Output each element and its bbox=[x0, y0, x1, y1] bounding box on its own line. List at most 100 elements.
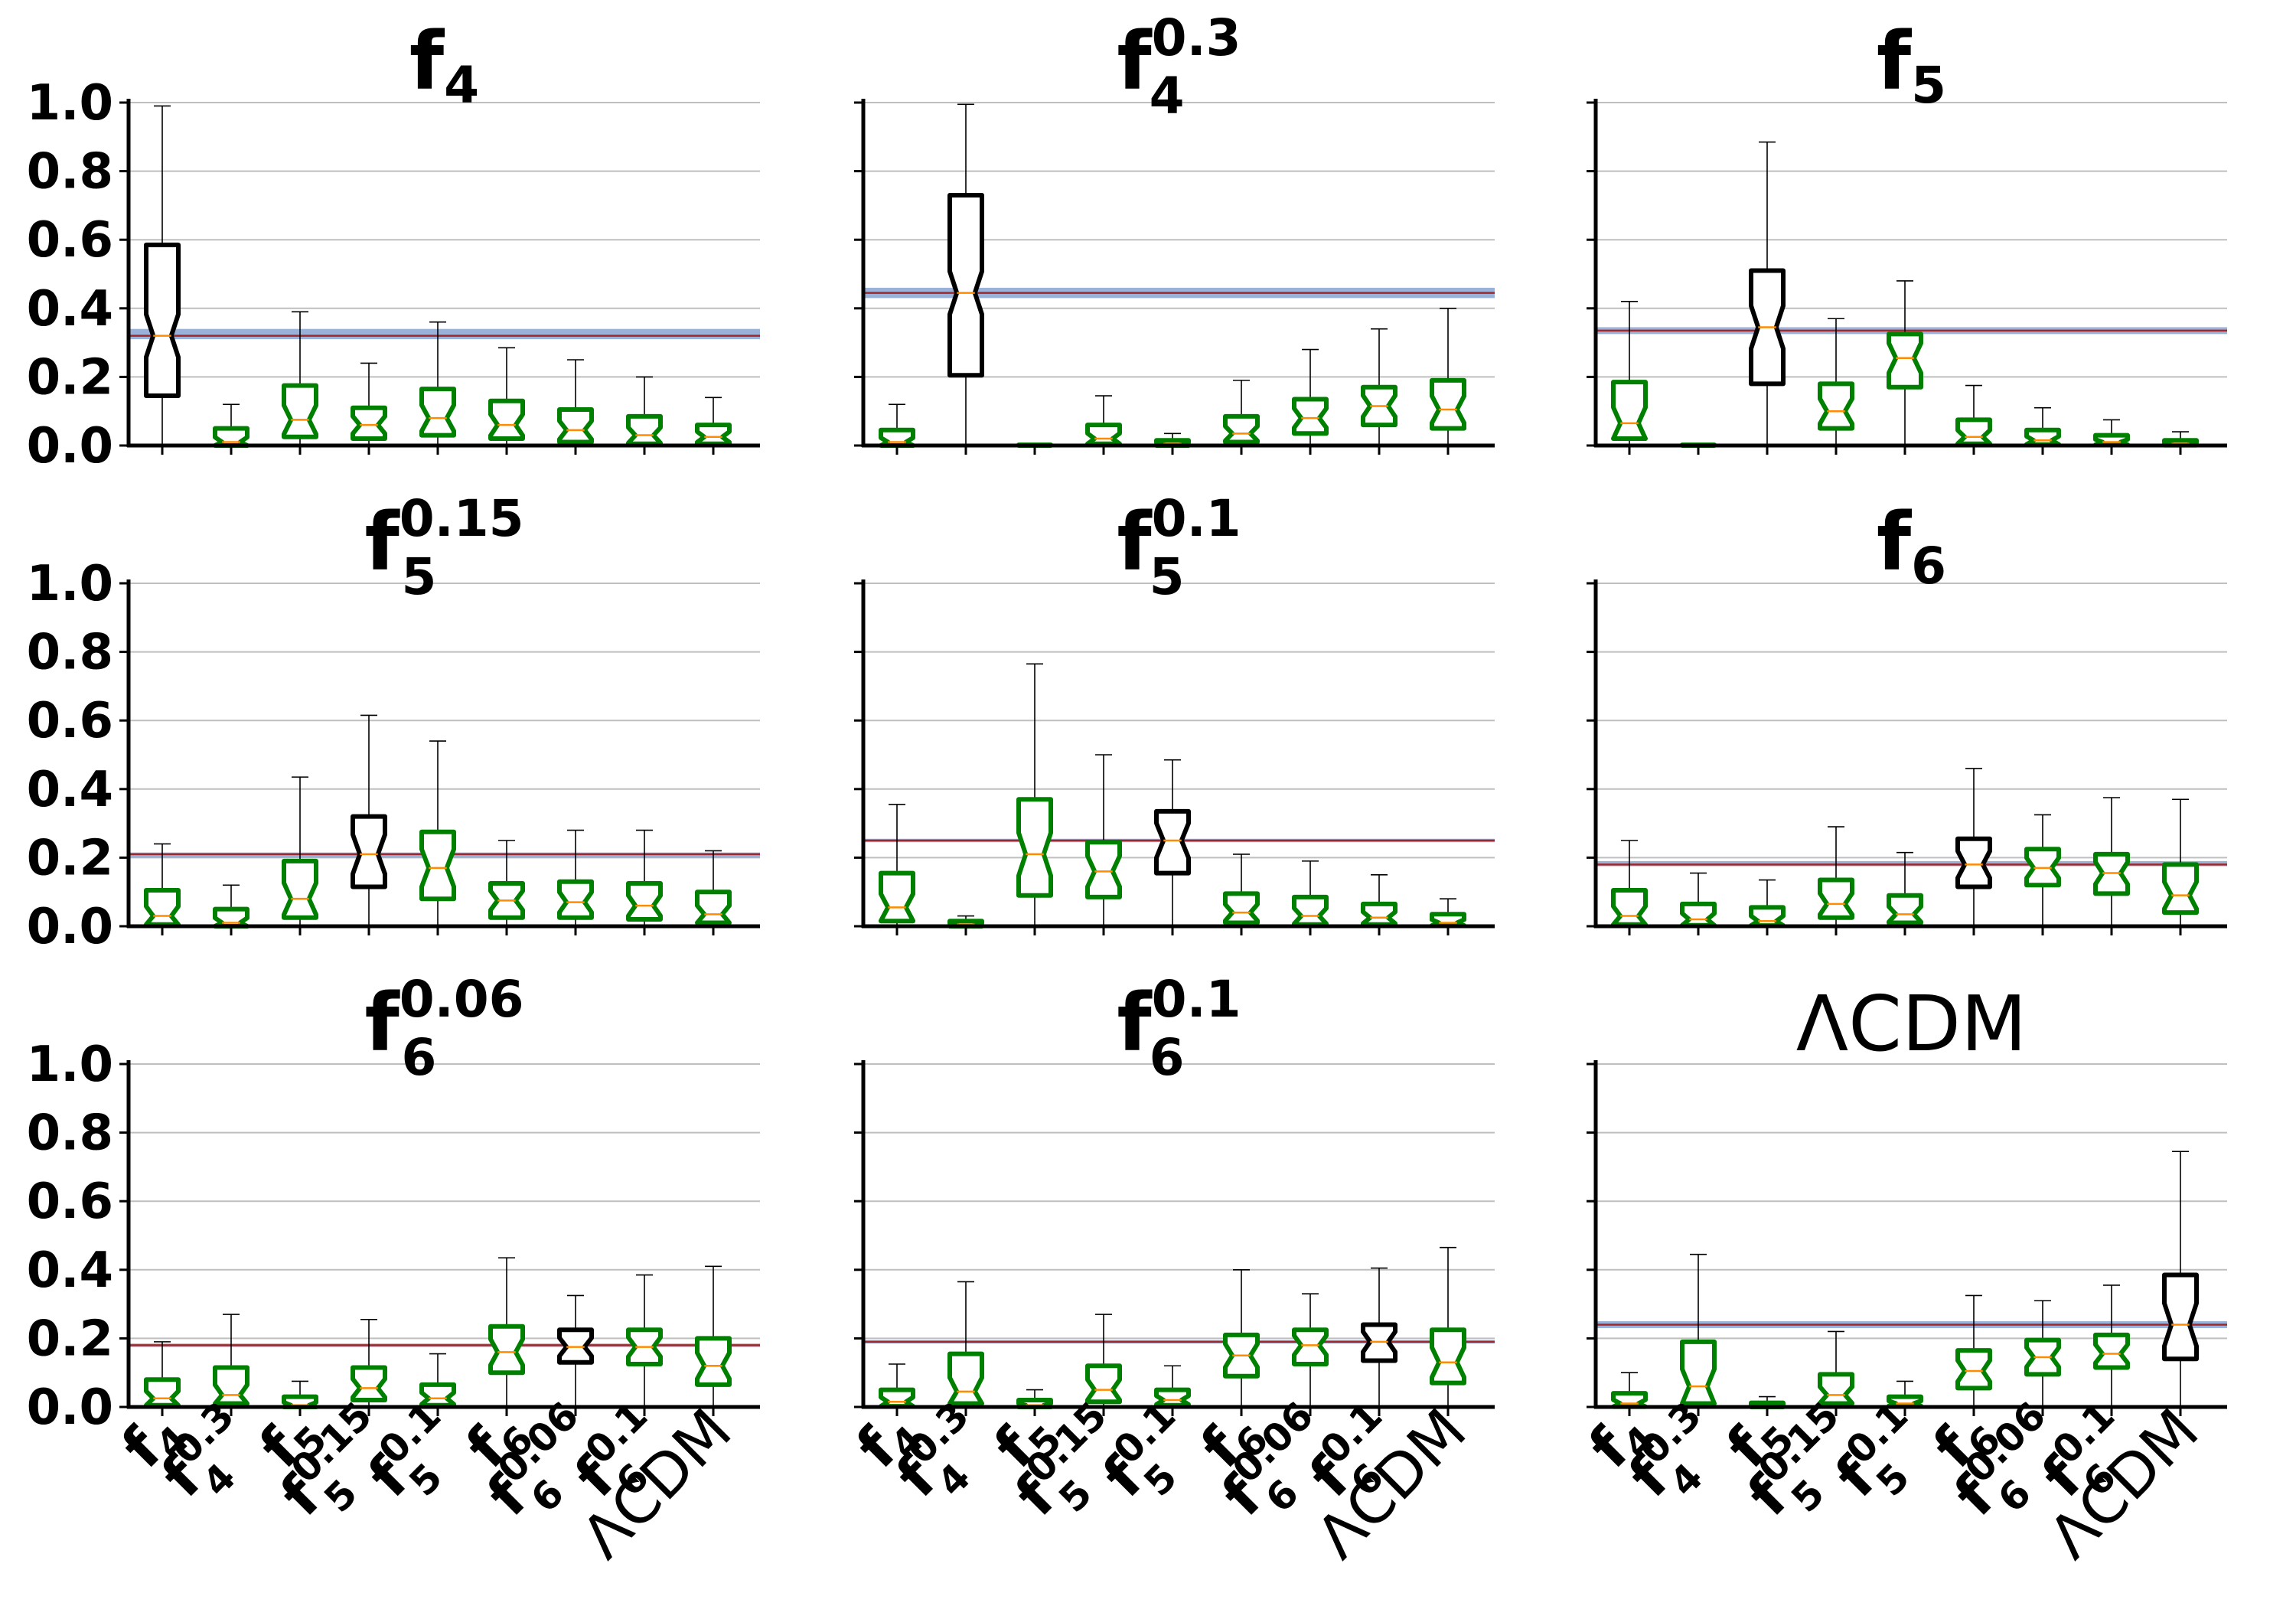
box-3 bbox=[1749, 879, 1786, 929]
box-9 bbox=[2162, 798, 2199, 927]
box-2 bbox=[213, 884, 249, 929]
y-tick-label: 0.2 bbox=[27, 1311, 113, 1367]
box-9 bbox=[1430, 898, 1466, 929]
title-main: f bbox=[1117, 15, 1153, 108]
box-body bbox=[695, 423, 732, 446]
box-body bbox=[2162, 862, 2199, 916]
box-4 bbox=[1818, 1330, 1854, 1408]
box-8 bbox=[1361, 1267, 1397, 1408]
y-tick-label: 0.2 bbox=[27, 349, 113, 406]
box-6 bbox=[1955, 768, 1992, 927]
box-1 bbox=[144, 1341, 181, 1408]
title-main: f bbox=[364, 976, 400, 1069]
title-main: f bbox=[1877, 15, 1913, 108]
box-7 bbox=[2024, 1300, 2061, 1408]
box-7 bbox=[557, 829, 594, 927]
box-8 bbox=[2093, 797, 2130, 927]
box-body bbox=[282, 383, 318, 439]
box-3 bbox=[282, 311, 318, 446]
box-3 bbox=[1016, 1389, 1053, 1409]
box-body bbox=[879, 870, 915, 924]
box-5 bbox=[419, 740, 456, 927]
box-9 bbox=[1430, 307, 1466, 446]
panel-title: f4 bbox=[409, 15, 479, 115]
y-tick-label: 0.6 bbox=[27, 693, 113, 749]
box-body bbox=[947, 193, 984, 378]
title-main: f bbox=[1117, 495, 1153, 589]
box-body bbox=[2093, 1332, 2130, 1370]
box-9 bbox=[695, 850, 732, 927]
box-5 bbox=[419, 1353, 456, 1408]
box-body bbox=[557, 879, 594, 920]
box-body bbox=[879, 1387, 915, 1409]
box-body bbox=[1430, 1327, 1466, 1386]
title-sub: 4 bbox=[444, 56, 479, 115]
y-tick-label: 1.0 bbox=[27, 1036, 113, 1093]
box-4 bbox=[1085, 754, 1122, 927]
title-sub: 5 bbox=[402, 547, 437, 606]
box-body bbox=[1955, 836, 1992, 889]
box-8 bbox=[1361, 874, 1397, 927]
box-7 bbox=[2024, 406, 2061, 447]
box-5 bbox=[1887, 280, 1923, 446]
reference-band bbox=[129, 328, 760, 340]
y-tick-label: 0.6 bbox=[27, 1173, 113, 1230]
title-sub: 6 bbox=[402, 1028, 437, 1087]
box-body bbox=[2162, 1272, 2199, 1362]
panel-3: f5 bbox=[1587, 15, 2227, 455]
box-1 bbox=[879, 804, 915, 927]
y-tick-label: 0.4 bbox=[27, 281, 113, 338]
panel-title: f0.3 4 bbox=[1117, 8, 1241, 126]
box-body bbox=[626, 413, 663, 446]
box-body bbox=[488, 398, 525, 441]
box-6 bbox=[488, 840, 525, 927]
box-body bbox=[1292, 397, 1329, 436]
box-2 bbox=[213, 1314, 249, 1408]
title-sub: 5 bbox=[1911, 56, 1946, 115]
box-body bbox=[1611, 1391, 1648, 1409]
title-sup: 0.1 bbox=[1152, 489, 1241, 548]
title-sup: 0.1 bbox=[1152, 970, 1241, 1029]
title-sup: 0.15 bbox=[400, 489, 524, 548]
box-body bbox=[351, 405, 387, 441]
box-body bbox=[419, 387, 456, 438]
box-5 bbox=[1154, 1365, 1191, 1408]
panel-6: f6 bbox=[1587, 495, 2227, 935]
box-6 bbox=[1223, 380, 1260, 446]
box-body bbox=[1085, 423, 1122, 446]
box-body bbox=[1016, 797, 1053, 898]
box-7 bbox=[557, 359, 594, 446]
box-3 bbox=[1016, 663, 1053, 927]
box-3 bbox=[282, 776, 318, 927]
title-main: f bbox=[1877, 495, 1913, 589]
box-9 bbox=[695, 1265, 732, 1408]
box-body bbox=[1430, 912, 1466, 929]
title-sup: 0.3 bbox=[1152, 8, 1241, 67]
x-tick-label: f0.34 bbox=[1613, 1393, 1741, 1522]
box-6 bbox=[1955, 1294, 1992, 1408]
box-body bbox=[1680, 1339, 1717, 1406]
box-body bbox=[1430, 377, 1466, 431]
y-tick-label: 0.0 bbox=[27, 899, 113, 955]
y-tick-label: 0.8 bbox=[27, 625, 113, 681]
box-5 bbox=[1887, 851, 1923, 927]
title-main: f bbox=[409, 15, 445, 108]
x-tick-label: f0.15 bbox=[1819, 1393, 1948, 1522]
box-6 bbox=[1223, 854, 1260, 927]
box-4 bbox=[1085, 1314, 1122, 1408]
box-body bbox=[1955, 1348, 1992, 1391]
box-5 bbox=[419, 321, 456, 446]
box-body bbox=[1085, 840, 1122, 899]
title-sub: 5 bbox=[1150, 547, 1185, 606]
y-tick-label: 0.8 bbox=[27, 144, 113, 201]
box-body bbox=[879, 427, 915, 448]
panel-2: f0.3 4 bbox=[854, 8, 1495, 455]
box-body bbox=[1223, 413, 1260, 445]
box-7 bbox=[1292, 860, 1329, 927]
box-6 bbox=[488, 347, 525, 446]
title-sup: 0.06 bbox=[400, 970, 524, 1029]
box-4 bbox=[1818, 826, 1854, 927]
